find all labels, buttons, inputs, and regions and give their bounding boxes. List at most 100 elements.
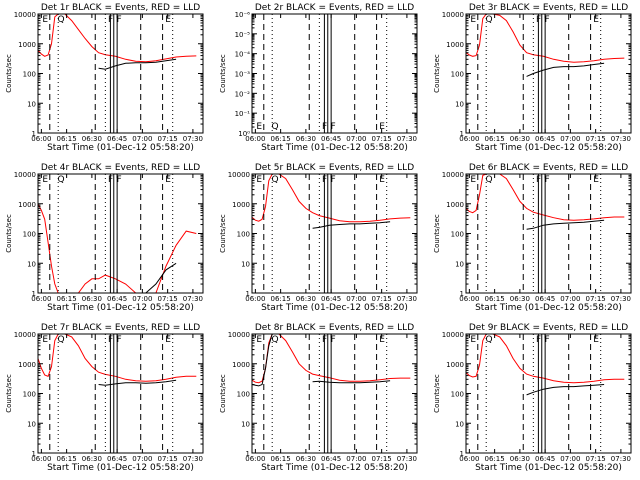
marker-letter: E (470, 175, 476, 185)
panel-title: Det 5r BLACK = Events, RED = LLD (255, 163, 414, 173)
y-tick-label: 100 (237, 231, 250, 239)
marker-letter: F (330, 335, 335, 345)
x-tick-label: 06:30 (82, 295, 102, 303)
marker-letter: E (256, 122, 262, 132)
x-tick-label: 07:30 (183, 295, 203, 303)
x-tick-label: 06:15 (271, 135, 291, 143)
panel-title: Det 3r BLACK = Events, RED = LLD (469, 3, 628, 13)
x-axis-label: Start Time (01-Dec-12 05:58:20) (475, 463, 622, 473)
plot-frame (251, 13, 418, 134)
x-tick-label: 06:30 (510, 455, 530, 463)
series-line-events (98, 58, 177, 70)
y-tick-label: 1000 (232, 201, 250, 209)
series-line-lld (466, 14, 625, 63)
x-tick-label: 07:15 (158, 295, 178, 303)
marker-letter: Q (486, 15, 493, 25)
x-axis-label: Start Time (01-Dec-12 05:58:20) (47, 143, 194, 153)
marker-letter: Q (486, 335, 493, 345)
marker-letter: E (379, 122, 385, 132)
x-tick-label: 06:00 (31, 455, 51, 463)
x-tick-label: 06:30 (296, 295, 316, 303)
x-tick-label: 06:45 (107, 295, 127, 303)
marker-letter: E (593, 15, 599, 25)
marker-letter: F (116, 175, 121, 185)
x-tick-label: 07:30 (611, 135, 631, 143)
y-tick-label: 10 (455, 420, 464, 428)
x-tick-label: 07:00 (560, 295, 580, 303)
y-tick-label: 10⁻² (235, 90, 251, 98)
y-tick-label: 10 (455, 100, 464, 108)
y-tick-label: 1000 (232, 361, 250, 369)
plot-frame (251, 333, 418, 454)
marker-letter: F (322, 175, 327, 185)
x-axis-label: Start Time (01-Dec-12 05:58:20) (47, 303, 194, 313)
marker-letter: F (108, 175, 113, 185)
y-tick-label: 10⁻³ (235, 71, 251, 79)
y-tick-label: 1 (460, 450, 464, 458)
y-axis-label: Counts/sec (5, 54, 13, 93)
x-tick-label: 06:00 (245, 455, 265, 463)
marker-letter: F (544, 175, 549, 185)
x-axis-label: Start Time (01-Dec-12 05:58:20) (261, 463, 408, 473)
y-tick-label: 10000 (14, 331, 36, 339)
x-tick-label: 06:45 (321, 135, 341, 143)
x-tick-label: 06:45 (107, 135, 127, 143)
panel-title: Det 8r BLACK = Events, RED = LLD (255, 323, 414, 333)
marker-letter: E (593, 335, 599, 345)
marker-letter: Q (58, 15, 65, 25)
series-line-events (145, 262, 177, 293)
x-tick-label: 07:15 (158, 455, 178, 463)
y-tick-label: 1 (460, 290, 464, 298)
y-tick-label: 10 (455, 260, 464, 268)
x-tick-label: 07:15 (586, 135, 606, 143)
x-tick-label: 07:00 (132, 135, 152, 143)
panel-title: Det 1r BLACK = Events, RED = LLD (41, 3, 200, 13)
series-line-lld (466, 174, 625, 221)
x-tick-label: 07:30 (397, 455, 417, 463)
series-line-lld (466, 334, 625, 384)
y-axis-label: Counts/sec (5, 374, 13, 413)
x-tick-label: 07:00 (560, 135, 580, 143)
x-tick-label: 06:45 (535, 455, 555, 463)
y-tick-label: 10000 (228, 171, 250, 179)
y-tick-label: 100 (23, 231, 36, 239)
marker-letter: Q (272, 175, 279, 185)
y-tick-label: 10000 (442, 171, 464, 179)
x-tick-label: 06:45 (107, 455, 127, 463)
x-tick-label: 06:45 (535, 295, 555, 303)
y-axis-label: Counts/sec (219, 54, 227, 93)
y-tick-label: 10⁻⁵ (235, 31, 251, 39)
x-tick-label: 07:00 (132, 295, 152, 303)
x-tick-label: 06:00 (245, 295, 265, 303)
x-tick-label: 06:30 (82, 135, 102, 143)
x-tick-label: 07:00 (560, 455, 580, 463)
panel-title: Det 6r BLACK = Events, RED = LLD (469, 163, 628, 173)
series-line-lld (38, 334, 197, 382)
y-tick-label: 10 (27, 100, 36, 108)
marker-letter: E (256, 335, 262, 345)
y-tick-label: 1000 (18, 361, 36, 369)
x-tick-label: 06:15 (57, 295, 77, 303)
y-tick-label: 1000 (446, 361, 464, 369)
marker-letter: F (108, 15, 113, 25)
x-tick-label: 06:15 (271, 455, 291, 463)
marker-letter: E (593, 175, 599, 185)
y-axis-label: Counts/sec (219, 374, 227, 413)
y-tick-label: 1000 (446, 201, 464, 209)
x-tick-label: 06:00 (31, 295, 51, 303)
y-tick-label: 10 (27, 260, 36, 268)
x-axis-label: Start Time (01-Dec-12 05:58:20) (261, 303, 408, 313)
x-tick-label: 06:30 (82, 455, 102, 463)
marker-letter: E (165, 335, 171, 345)
panel-title: Det 7r BLACK = Events, RED = LLD (41, 323, 200, 333)
x-tick-label: 07:15 (586, 455, 606, 463)
y-tick-label: 1 (32, 450, 36, 458)
x-axis-label: Start Time (01-Dec-12 05:58:20) (475, 303, 622, 313)
